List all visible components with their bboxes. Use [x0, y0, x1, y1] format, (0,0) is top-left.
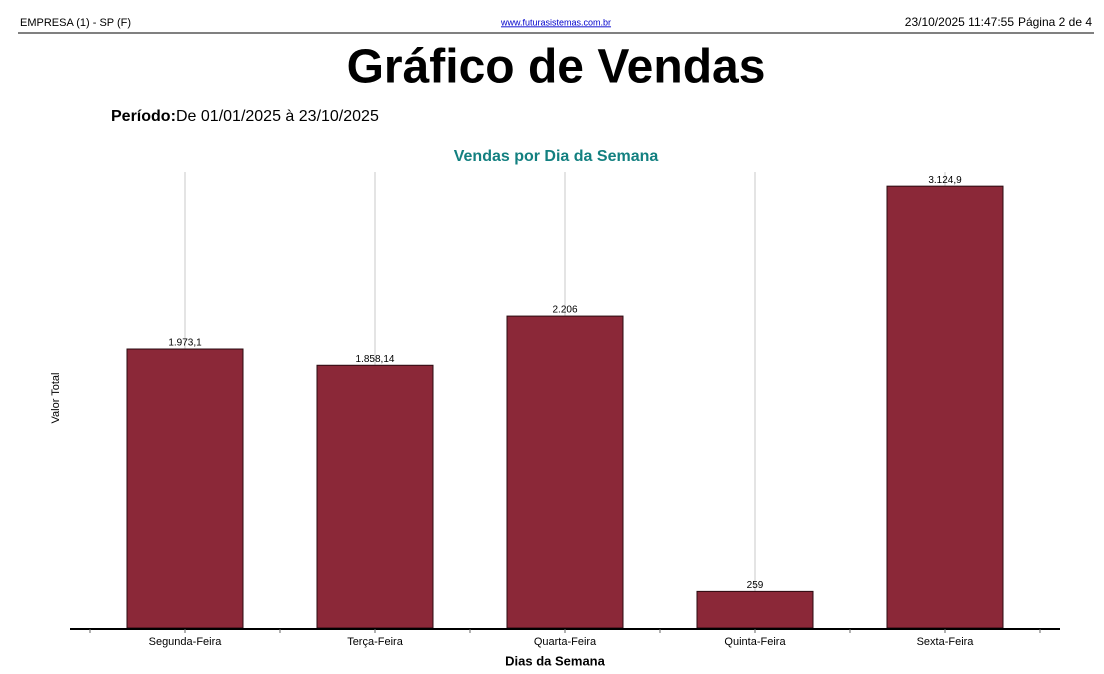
- bar: [696, 590, 814, 629]
- period-label: Período:: [111, 108, 176, 125]
- bar: [886, 185, 1004, 629]
- x-tick-label: Terça-Feira: [347, 636, 404, 648]
- bar: [316, 364, 434, 629]
- x-tick-label: Segunda-Feira: [149, 636, 223, 648]
- x-tick-label: Quinta-Feira: [724, 636, 786, 648]
- value-label: 2.206: [552, 305, 577, 316]
- value-label: 1.973,1: [168, 338, 202, 349]
- page-number: Página 2 de 4: [1018, 15, 1092, 29]
- datetime: 23/10/2025 11:47:55: [905, 15, 1015, 29]
- y-axis-label: Valor Total: [50, 373, 62, 424]
- x-axis-label: Dias da Semana: [505, 653, 605, 668]
- x-tick-label: Quarta-Feira: [534, 636, 597, 648]
- value-label: 259: [747, 580, 764, 591]
- report-title: Gráfico de Vendas: [347, 41, 766, 94]
- website-link[interactable]: www.futurasistemas.com.br: [500, 17, 611, 27]
- bar: [506, 315, 624, 629]
- value-label: 3.124,9: [928, 175, 962, 186]
- bar: [126, 348, 244, 629]
- period: De 01/01/2025 à 23/10/2025: [176, 108, 379, 125]
- x-tick-label: Sexta-Feira: [917, 636, 975, 648]
- value-label: 1.858,14: [356, 354, 395, 365]
- company: EMPRESA (1) - SP (F): [20, 17, 131, 29]
- chart-title: Vendas por Dia da Semana: [454, 148, 659, 165]
